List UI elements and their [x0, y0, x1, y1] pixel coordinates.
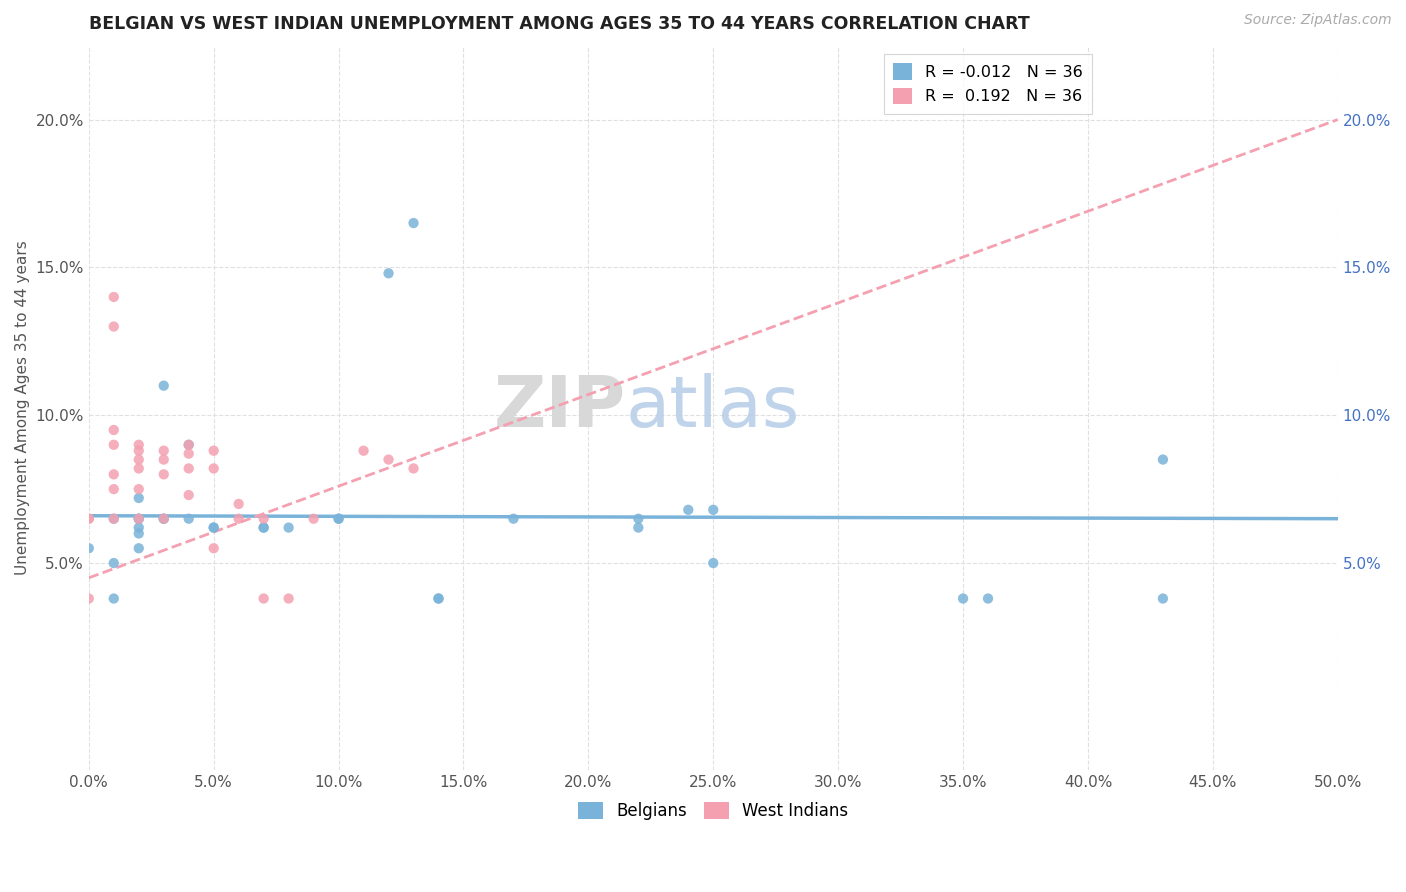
Point — [128, 541, 150, 556]
Point — [128, 512, 150, 526]
Point — [202, 520, 225, 534]
Point — [177, 438, 200, 452]
Point — [377, 266, 399, 280]
Point — [128, 491, 150, 505]
Point — [627, 520, 650, 534]
Point — [977, 591, 1000, 606]
Point — [128, 512, 150, 526]
Point — [202, 520, 225, 534]
Point — [177, 461, 200, 475]
Point — [128, 461, 150, 475]
Point — [77, 512, 100, 526]
Point — [253, 512, 276, 526]
Point — [177, 512, 200, 526]
Point — [377, 452, 399, 467]
Point — [228, 512, 250, 526]
Point — [103, 438, 125, 452]
Point — [103, 591, 125, 606]
Point — [152, 512, 174, 526]
Point — [177, 438, 200, 452]
Point — [277, 591, 299, 606]
Point — [177, 488, 200, 502]
Point — [202, 443, 225, 458]
Point — [128, 438, 150, 452]
Text: ZIP: ZIP — [494, 374, 626, 442]
Point — [152, 452, 174, 467]
Point — [103, 512, 125, 526]
Point — [103, 319, 125, 334]
Point — [103, 482, 125, 496]
Point — [103, 556, 125, 570]
Point — [152, 512, 174, 526]
Point — [427, 591, 450, 606]
Point — [103, 290, 125, 304]
Point — [128, 512, 150, 526]
Point — [202, 541, 225, 556]
Point — [402, 216, 425, 230]
Point — [152, 467, 174, 482]
Point — [328, 512, 350, 526]
Point — [253, 520, 276, 534]
Point — [128, 443, 150, 458]
Point — [152, 443, 174, 458]
Point — [152, 512, 174, 526]
Point — [103, 423, 125, 437]
Point — [952, 591, 974, 606]
Point — [128, 482, 150, 496]
Point — [77, 541, 100, 556]
Point — [128, 526, 150, 541]
Text: atlas: atlas — [626, 374, 800, 442]
Point — [502, 512, 524, 526]
Point — [103, 467, 125, 482]
Point — [128, 520, 150, 534]
Text: BELGIAN VS WEST INDIAN UNEMPLOYMENT AMONG AGES 35 TO 44 YEARS CORRELATION CHART: BELGIAN VS WEST INDIAN UNEMPLOYMENT AMON… — [89, 15, 1029, 33]
Point — [402, 461, 425, 475]
Point — [353, 443, 375, 458]
Point — [128, 452, 150, 467]
Point — [678, 503, 700, 517]
Point — [1152, 591, 1174, 606]
Point — [253, 591, 276, 606]
Point — [228, 497, 250, 511]
Point — [328, 512, 350, 526]
Point — [77, 512, 100, 526]
Legend: Belgians, West Indians: Belgians, West Indians — [571, 796, 855, 827]
Text: Source: ZipAtlas.com: Source: ZipAtlas.com — [1244, 13, 1392, 28]
Point — [702, 556, 724, 570]
Point — [77, 591, 100, 606]
Point — [302, 512, 325, 526]
Point — [627, 512, 650, 526]
Point — [277, 520, 299, 534]
Point — [702, 503, 724, 517]
Point — [202, 461, 225, 475]
Point — [177, 447, 200, 461]
Point — [427, 591, 450, 606]
Y-axis label: Unemployment Among Ages 35 to 44 years: Unemployment Among Ages 35 to 44 years — [15, 241, 30, 575]
Point — [253, 520, 276, 534]
Point — [1152, 452, 1174, 467]
Point — [152, 378, 174, 392]
Point — [103, 512, 125, 526]
